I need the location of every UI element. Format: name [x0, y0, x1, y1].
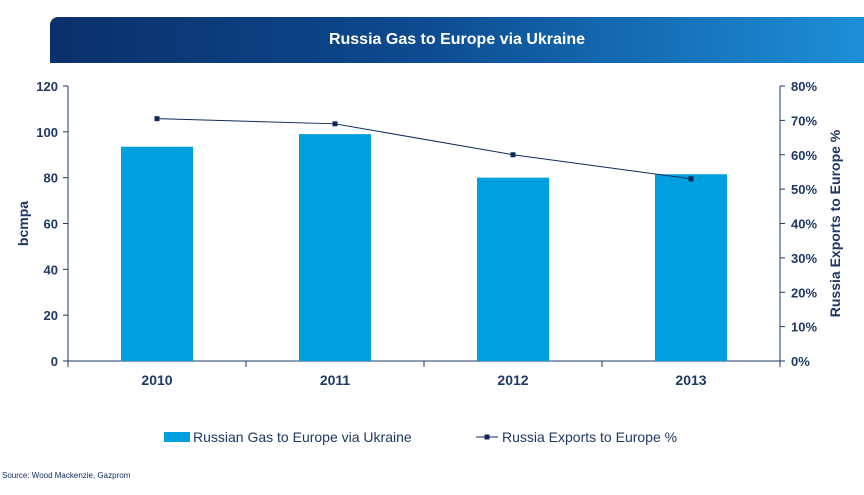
y-tick-label-left: 40 — [44, 262, 58, 277]
chart-title: Russia Gas to Europe via Ukraine — [328, 31, 586, 48]
y-tick-label-right: 10% — [791, 320, 817, 335]
y-tick-label-right: 20% — [791, 285, 817, 300]
line-point — [154, 116, 160, 122]
chart: 0 20 40 60 80 100 120 0% 10% 20% 30% 40% 50% 60% 70% 80… — [15, 79, 843, 445]
y-tick-label-left: 0 — [51, 354, 58, 369]
legend-bar-label: Russian Gas to Europe via Ukraine — [193, 429, 412, 445]
y-tick-label-right: 30% — [791, 251, 817, 266]
y-axis-label-left: bcmpa — [15, 201, 31, 246]
x-tick-label: 2012 — [497, 372, 528, 388]
y-tick-label-left: 60 — [44, 217, 58, 232]
y-axis-label-right: Russia Exports to Europe % — [827, 129, 843, 317]
source-note: Source: Wood Mackenzie, Gazprom — [2, 471, 131, 480]
line-series — [156, 118, 692, 180]
bar — [299, 134, 371, 361]
y-tick-label-right: 50% — [791, 182, 817, 197]
legend-line-marker — [484, 434, 490, 440]
line-point — [688, 176, 694, 182]
bar — [655, 174, 727, 361]
bar — [121, 146, 193, 361]
y-tick-label-right: 80% — [791, 79, 817, 94]
y-tick-label-right: 60% — [791, 148, 817, 163]
y-tick-label-left: 100 — [36, 125, 58, 140]
legend-bar-swatch — [164, 432, 190, 442]
bar — [477, 177, 549, 361]
x-tick-label: 2010 — [141, 372, 172, 388]
line-point — [332, 121, 338, 127]
legend-line-label: Russia Exports to Europe % — [502, 429, 677, 445]
y-tick-label-right: 40% — [791, 217, 817, 232]
y-tick-label-left: 80 — [44, 171, 58, 186]
y-tick-label-right: 0% — [791, 354, 810, 369]
y-tick-label-right: 70% — [791, 113, 817, 128]
line-point — [510, 152, 516, 158]
y-tick-label-left: 20 — [44, 308, 58, 323]
y-tick-label-left: 120 — [36, 79, 58, 94]
x-tick-label: 2011 — [320, 372, 351, 388]
x-tick-label: 2013 — [675, 372, 706, 388]
title-banner: Russia Gas to Europe via Ukraine — [50, 17, 864, 63]
